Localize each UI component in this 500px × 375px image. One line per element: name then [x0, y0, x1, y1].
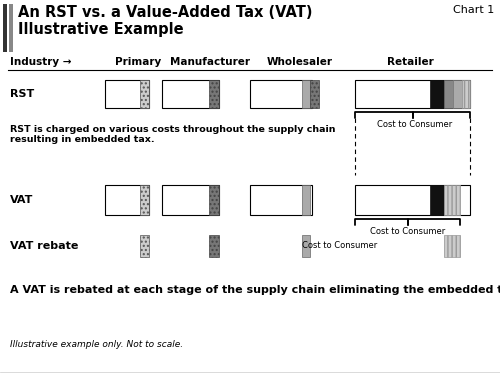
Text: Retailer: Retailer: [386, 57, 434, 67]
Text: Primary: Primary: [115, 57, 161, 67]
Text: Cost to Consumer: Cost to Consumer: [302, 242, 378, 250]
Bar: [355, 80, 470, 108]
Bar: [444, 80, 453, 108]
Bar: [162, 80, 219, 108]
Text: An RST vs. a Value-Added Tax (VAT): An RST vs. a Value-Added Tax (VAT): [18, 5, 312, 20]
Bar: [209, 80, 219, 108]
Bar: [453, 80, 462, 108]
Bar: [444, 235, 460, 257]
Bar: [209, 185, 219, 215]
Text: A VAT is rebated at each stage of the supply chain eliminating the embedded tax.: A VAT is rebated at each stage of the su…: [10, 285, 500, 295]
Text: RST: RST: [10, 89, 34, 99]
Bar: [105, 185, 149, 215]
Bar: [302, 185, 310, 215]
Bar: [250, 185, 312, 215]
Bar: [209, 235, 219, 257]
Bar: [430, 185, 444, 215]
Text: Illustrative example only. Not to scale.: Illustrative example only. Not to scale.: [10, 340, 183, 349]
Text: Illustrative Example: Illustrative Example: [18, 22, 184, 37]
Bar: [302, 80, 310, 108]
Bar: [3, 4, 7, 52]
Bar: [430, 80, 444, 108]
Bar: [302, 235, 310, 257]
Bar: [462, 80, 470, 108]
Bar: [140, 235, 149, 257]
Text: Cost to Consumer: Cost to Consumer: [377, 120, 452, 129]
Bar: [140, 80, 149, 108]
Text: VAT rebate: VAT rebate: [10, 241, 78, 251]
Bar: [250, 80, 312, 108]
Bar: [444, 185, 460, 215]
Bar: [105, 80, 149, 108]
Bar: [140, 185, 149, 215]
Bar: [162, 185, 219, 215]
Bar: [310, 80, 319, 108]
Text: Industry →: Industry →: [10, 57, 72, 67]
Text: VAT: VAT: [10, 195, 34, 205]
Text: Manufacturer: Manufacturer: [170, 57, 250, 67]
Text: Cost to Consumer: Cost to Consumer: [370, 227, 445, 236]
Text: Wholesaler: Wholesaler: [267, 57, 333, 67]
Text: RST is charged on various costs throughout the supply chain
resulting in embedde: RST is charged on various costs througho…: [10, 125, 336, 144]
Bar: [9, 4, 13, 52]
Text: Chart 1: Chart 1: [453, 5, 494, 15]
Bar: [355, 185, 470, 215]
